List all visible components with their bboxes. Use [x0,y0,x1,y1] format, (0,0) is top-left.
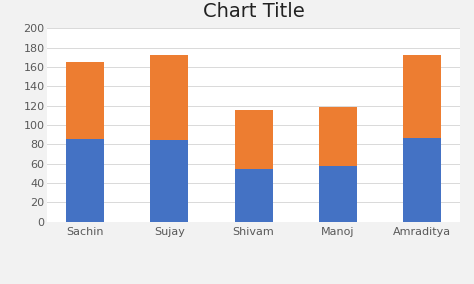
Legend: Science, Math: Science, Math [190,281,317,284]
Bar [235,110,273,169]
Bar [150,140,188,222]
Bar [235,169,273,222]
Title: Chart Title: Chart Title [203,2,304,21]
Bar [66,139,104,222]
Bar [319,106,357,166]
Bar [403,55,441,137]
Bar [403,137,441,222]
Bar [319,166,357,222]
Bar [66,62,104,139]
Bar [150,55,188,140]
